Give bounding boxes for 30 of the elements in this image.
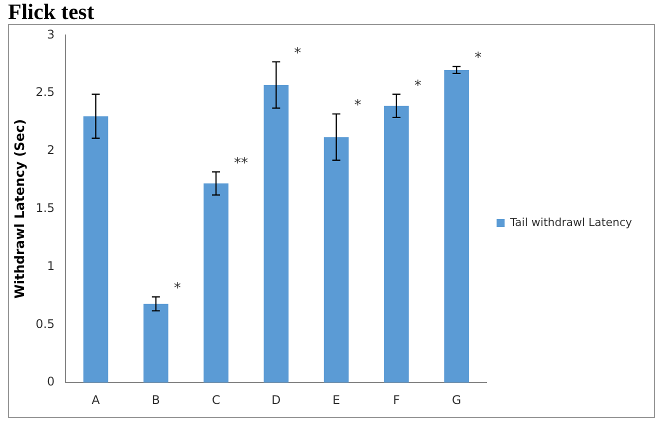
x-tick-label: B (152, 392, 160, 407)
y-tick-label: 0.5 (36, 316, 55, 331)
chart-title: Flick test (8, 0, 96, 24)
y-tick-label: 2.5 (36, 85, 55, 100)
bar (204, 183, 228, 383)
x-tick-label: A (92, 392, 101, 407)
y-tick-label: 0 (47, 374, 55, 389)
bar (444, 70, 469, 383)
annotation: * (174, 280, 181, 297)
bar (384, 106, 409, 383)
x-tick-label: D (272, 392, 281, 407)
annotation: ** (234, 155, 248, 172)
y-axis-title: Withdrawl Latency (Sec) (13, 119, 28, 299)
bar (143, 304, 168, 383)
bar (83, 116, 108, 383)
y-tick-label: 1.5 (36, 201, 55, 216)
annotation: * (474, 50, 482, 66)
annotation: * (414, 78, 422, 94)
x-tick-label: G (452, 392, 462, 407)
x-tick-label: E (332, 392, 340, 407)
bar (264, 84, 289, 383)
y-tick-label: 1 (47, 258, 55, 273)
bar (324, 137, 349, 383)
annotation: * (294, 45, 302, 62)
y-tick-label: 2 (47, 143, 55, 158)
annotation: * (354, 98, 362, 114)
legend-label: Tail withdrawl Latency (509, 216, 632, 229)
y-tick-label: 3 (47, 27, 55, 42)
x-tick-label: F (392, 392, 400, 407)
x-tick-label: C (212, 392, 220, 407)
